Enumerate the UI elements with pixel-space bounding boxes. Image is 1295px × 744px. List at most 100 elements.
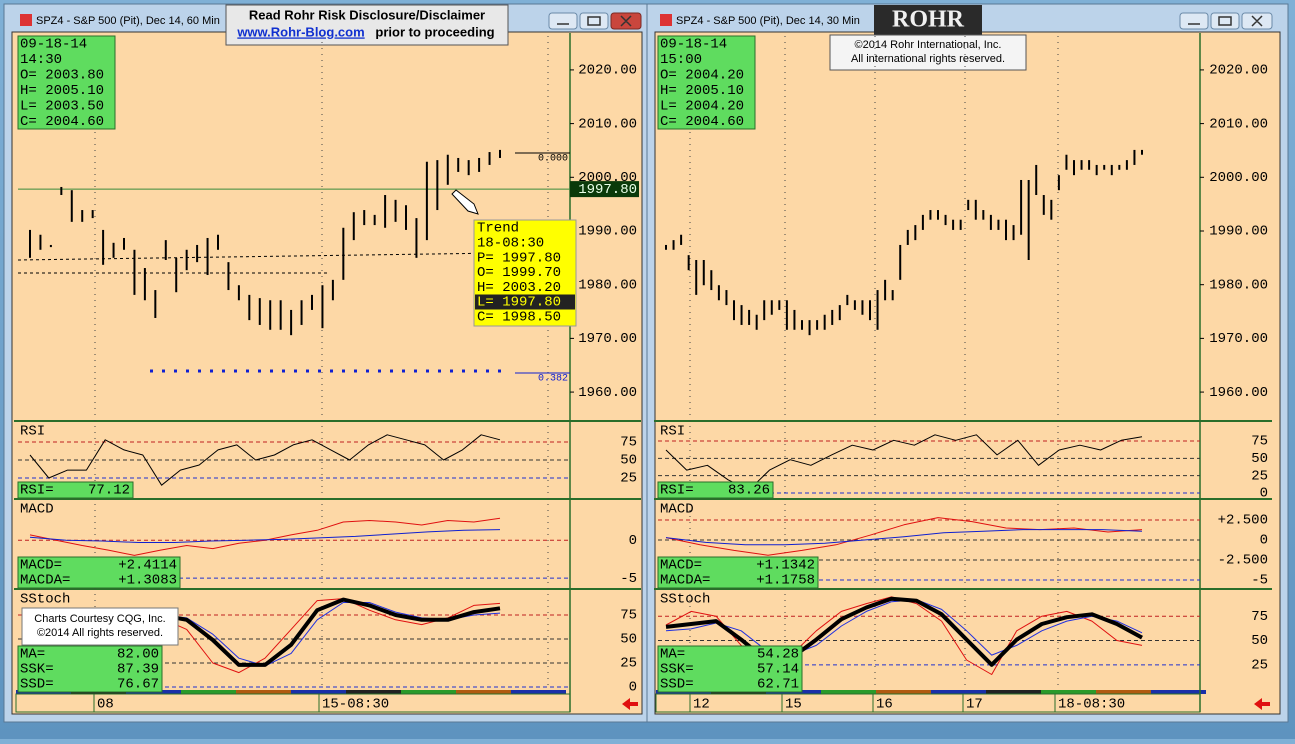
minimize-button[interactable] [548,12,578,30]
time-strip [181,690,236,694]
time-label: 16 [876,697,893,713]
disclaimer-banner [225,4,509,46]
info-line: 15:00 [660,52,702,68]
banner-link[interactable]: www.Rohr-Blog.com [236,24,364,39]
overlays: Charts Courtesy CQG, Inc. ©2014 All righ… [21,189,1270,710]
scroll-arrow[interactable] [622,698,638,710]
y-tick-label: 1990.00 [578,224,637,240]
readout-value: 87.39 [117,662,159,678]
time-label: 12 [693,697,710,713]
time-strip [1151,690,1206,694]
panel-label: MACD [20,502,54,518]
minimize-button[interactable] [1179,12,1209,30]
courtesy-text: Charts Courtesy CQG, Inc. [34,613,165,625]
y-tick-label: 1960.00 [578,385,637,401]
info-line: O= 2004.20 [660,68,744,84]
button-glyphs [557,15,1263,27]
maximize-button[interactable] [1210,12,1240,30]
y-tick-label: 25 [620,656,637,672]
readout-label: SSD= [660,677,694,693]
y-tick-label: 0 [629,680,637,696]
panel-label: SStoch [660,592,710,608]
y-tick-label: 0 [629,533,637,549]
price-label-box [570,181,639,198]
copyright-box [829,34,1027,71]
readout-value: 77.12 [88,483,130,499]
time-strip [346,690,401,694]
window-icon [660,14,672,26]
macd-line [665,517,1143,556]
readout-value: +1.3083 [118,573,177,589]
y-tick-label: 25 [620,471,637,487]
y-tick-label: 2010.00 [578,116,637,132]
window-buttons [548,12,1273,30]
y-tick-label: 1990.00 [1209,224,1268,240]
y-tick-label: 75 [620,608,637,624]
y-tick-label: -5 [1251,573,1268,589]
y-tick-label: 1980.00 [578,277,637,293]
time-strip [236,690,291,694]
y-tick-label: 2020.00 [1209,63,1268,79]
readout-value: 62.71 [757,677,799,693]
y-tick-label: 2000.00 [1209,170,1268,186]
time-strip [511,690,566,694]
courtesy-box [21,607,179,646]
info-line: H= 2005.10 [660,83,744,99]
trend-line-text: O= 1999.70 [477,265,561,281]
trend-line-text: 18-08:30 [477,236,544,252]
info-box [657,35,756,130]
readout-label: RSI= [660,483,694,499]
y-tick-label: 50 [620,453,637,469]
info-line: 09-18-14 [20,37,87,53]
info-box [17,35,116,130]
y-tick-label: 50 [620,632,637,648]
time-strip [931,690,986,694]
time-strip [456,690,511,694]
readout-label: MACD= [660,558,702,574]
y-tick-label: 1970.00 [578,331,637,347]
readout-label: MA= [20,647,45,663]
panel-label: SStoch [20,592,70,608]
info-line: 14:30 [20,52,62,68]
maximize-button[interactable] [579,12,609,30]
banner-text: Read Rohr Risk Disclosure/Disclaimer [249,7,485,22]
readout-value: +2.4114 [118,558,177,574]
time-strip [291,690,346,694]
readout-box [17,645,163,693]
y-tick-label: 25 [1251,658,1268,674]
readout-box [17,556,181,589]
time-strip [986,690,1041,694]
y-tick-label: -2.500 [1218,553,1268,569]
scroll-arrow[interactable] [1254,698,1270,710]
info-line: 09-18-14 [660,37,727,53]
time-label: 17 [966,697,983,713]
time-strip [401,690,456,694]
y-tick-label: 2020.00 [578,63,637,79]
window-title: SPZ4 - S&P 500 (Pit), Dec 14, 60 Min [36,15,220,27]
time-label: 08 [97,697,114,713]
readout-label: MACDA= [660,573,710,589]
y-tick-label: 1980.00 [1209,277,1268,293]
window-title: SPZ4 - S&P 500 (Pit), Dec 14, 30 Min [676,15,860,27]
trend-line-text: H= 2003.20 [477,280,561,296]
window-icon [20,14,32,26]
time-strip [876,690,931,694]
panel-label: RSI [660,424,685,440]
info-line: C= 2004.60 [660,114,744,130]
readout-value: 82.00 [117,647,159,663]
y-tick-label: 75 [1251,609,1268,625]
info-line: H= 2005.10 [20,83,104,99]
readout-value: 54.28 [757,647,799,663]
readout-label: MA= [660,647,685,663]
readout-box [657,645,803,693]
copyright-text: All international rights reserved. [851,53,1005,65]
y-tick-label: 50 [1251,451,1268,467]
fib-label: 0.000 [538,154,568,165]
time-label: 15-08:30 [322,697,389,713]
time-strip [1041,690,1096,694]
chart-area [654,31,1281,715]
panel-label: RSI [20,424,45,440]
macd-line [29,529,501,543]
readout-value: +1.1758 [756,573,815,589]
